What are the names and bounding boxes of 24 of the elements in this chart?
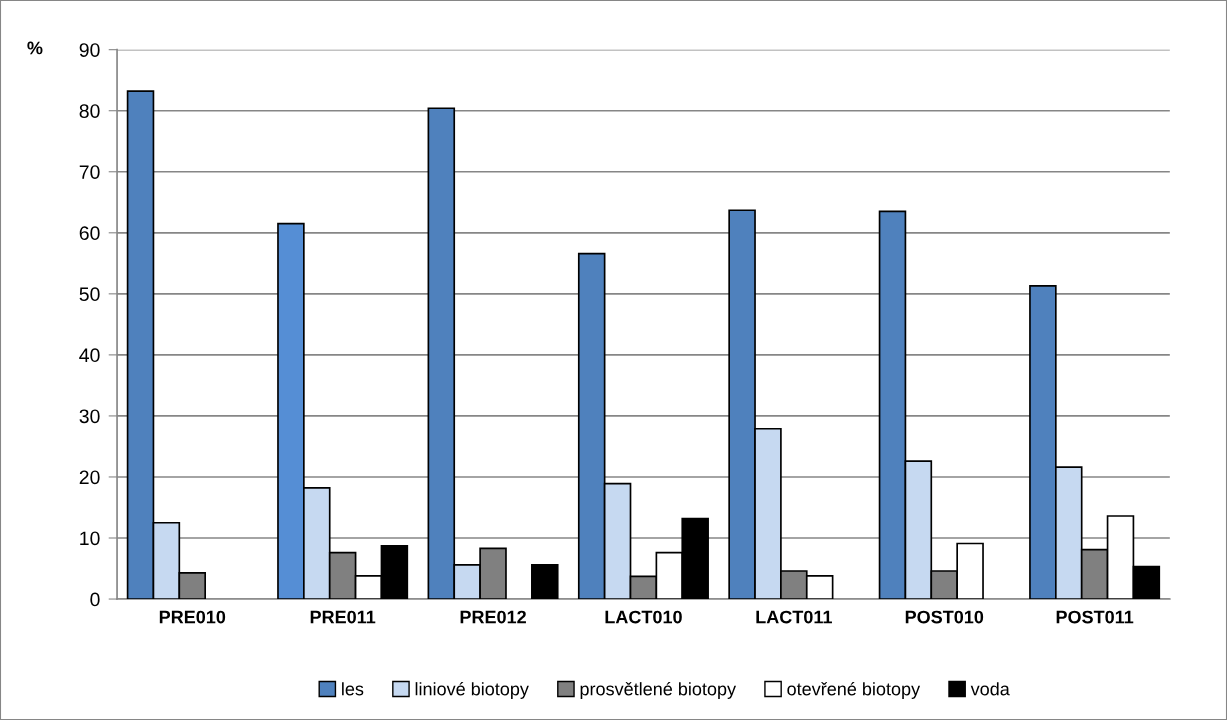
y-tick-label: 90 [79,43,100,57]
legend-label: voda [970,682,1010,696]
x-tick-label: LACT011 [756,610,832,624]
x-tick-label: PRE011 [310,610,376,624]
y-tick-label: 30 [79,409,100,424]
y-tick-label: 40 [79,348,100,363]
y-tick-label: 80 [79,104,100,118]
x-tick-label: POST011 [1056,610,1134,624]
legend-label: otevřené biotopy [787,681,921,699]
y-tick-label: 50 [79,287,100,302]
y-axis-title: % [27,41,43,55]
bar [531,564,559,600]
y-tick-label: 60 [79,226,100,241]
y-tick-label: 20 [79,470,100,485]
x-tick-label: LACT010 [605,610,682,624]
legend-label: prosvětlené biotopy [580,681,737,699]
x-tick-label: PRE012 [460,610,526,624]
legend-label: les [342,682,364,696]
x-tick-label: POST010 [905,610,984,624]
y-tick-label: 0 [90,592,100,607]
x-tick-label: PRE010 [159,610,226,624]
legend-label: liniové biotopy [415,681,529,699]
y-tick-label: 10 [80,531,100,546]
y-tick-label: 70 [79,165,100,179]
